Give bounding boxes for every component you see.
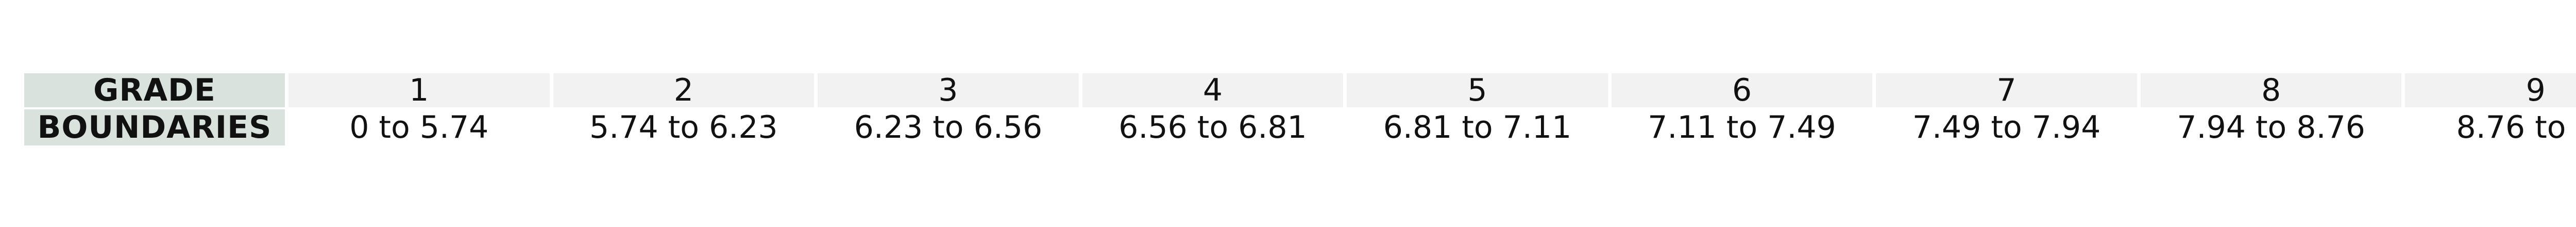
grade-cell: 4 xyxy=(1082,73,1344,107)
boundaries-label: BOUNDARIES xyxy=(24,109,285,145)
boundary-cell: 7.49 to 7.94 xyxy=(1876,109,2137,145)
grade-label: GRADE xyxy=(24,73,285,107)
boundary-cell: 6.56 to 6.81 xyxy=(1082,109,1344,145)
grade-cell: 9 xyxy=(2405,73,2576,107)
grade-boundaries-table: GRADE 1 2 3 4 5 6 7 8 9 BOUNDARIES 0 to … xyxy=(24,73,2576,145)
boundary-cell: 6.23 to 6.56 xyxy=(818,109,1079,145)
grade-cell: 7 xyxy=(1876,73,2137,107)
grade-cell: 6 xyxy=(1611,73,1873,107)
grade-cell: 3 xyxy=(818,73,1079,107)
boundary-cell: 8.76 to 12 xyxy=(2405,109,2576,145)
grade-cell: 2 xyxy=(553,73,815,107)
boundary-cell: 6.81 to 7.11 xyxy=(1347,109,1608,145)
boundary-cell: 5.74 to 6.23 xyxy=(553,109,815,145)
boundary-cell: 7.11 to 7.49 xyxy=(1611,109,1873,145)
grade-cell: 1 xyxy=(289,73,550,107)
grade-cell: 5 xyxy=(1347,73,1608,107)
grade-cell: 8 xyxy=(2140,73,2402,107)
boundary-cell: 0 to 5.74 xyxy=(289,109,550,145)
boundary-cell: 7.94 to 8.76 xyxy=(2140,109,2402,145)
